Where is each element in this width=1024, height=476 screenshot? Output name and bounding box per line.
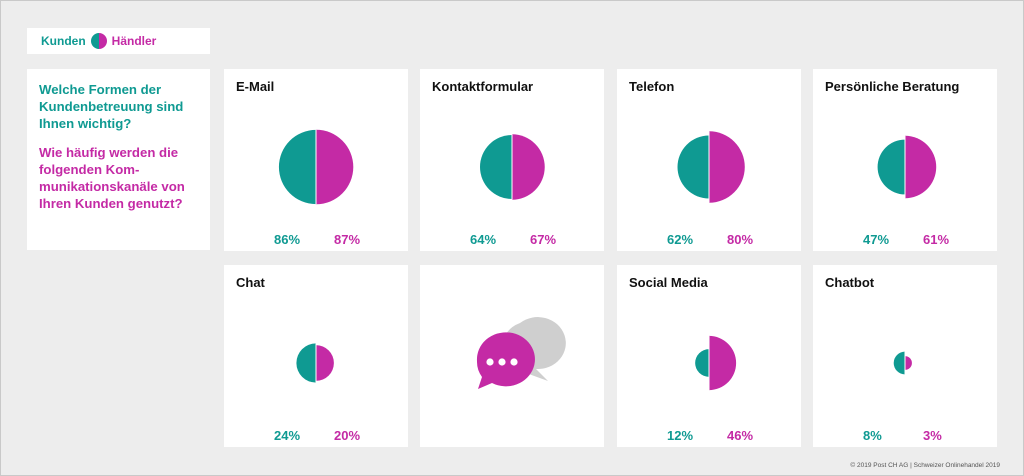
value-haendler: 61%: [923, 232, 950, 247]
half-disc-haendler: [709, 131, 745, 203]
pie-email: [278, 129, 354, 205]
value-kunden: 64%: [470, 232, 497, 247]
legend-haendler-label: Händler: [111, 34, 157, 48]
card-title: Kontaktformular: [432, 79, 534, 94]
question-haendler: Wie häufig werden die folgenden Kom-muni…: [39, 145, 185, 211]
half-disc-kunden: [296, 343, 316, 383]
legend-split-circle-icon: [90, 33, 107, 49]
half-disc-haendler: [316, 129, 354, 205]
pie-chat: [296, 343, 334, 383]
card-social-media: Social Media 12% 46%: [617, 265, 801, 447]
half-disc-haendler: [316, 345, 334, 381]
card-title: Persönliche Beratung: [825, 79, 960, 94]
card-title: Chatbot: [825, 275, 875, 290]
copyright-footer: © 2019 Post CH AG | Schweizer Onlinehand…: [850, 462, 1000, 469]
half-disc-kunden: [278, 129, 316, 205]
pie-chatbot: [893, 351, 912, 375]
value-kunden: 62%: [667, 232, 694, 247]
chat-bubbles-icon: [476, 317, 566, 389]
card-title: E-Mail: [236, 79, 275, 94]
card-email: E-Mail 86% 87%: [224, 69, 408, 251]
half-disc-kunden: [877, 139, 905, 195]
card-chatbot: Chatbot 8% 3%: [813, 265, 997, 447]
card-chat: Chat 24% 20%: [224, 265, 408, 447]
half-disc-kunden: [677, 135, 709, 199]
pie-persoenliche-beratung: [877, 135, 937, 199]
value-kunden: 12%: [667, 428, 694, 443]
half-disc-haendler: [512, 134, 545, 200]
card-title: Social Media: [629, 275, 708, 290]
half-disc-haendler: [905, 135, 937, 199]
card-kontaktformular: Kontaktformular 64% 67%: [420, 69, 604, 251]
value-kunden: 8%: [863, 428, 882, 443]
half-disc-haendler: [709, 335, 737, 391]
half-disc-kunden: [893, 351, 905, 375]
card-title: Telefon: [629, 79, 675, 94]
value-haendler: 67%: [530, 232, 557, 247]
question-kunden: Welche Formen der Kundenbetreuung sind I…: [39, 82, 184, 131]
pie-social-media: [695, 335, 737, 391]
value-haendler: 3%: [923, 428, 942, 443]
half-disc-kunden: [695, 349, 709, 377]
question-box: Welche Formen der Kundenbetreuung sind I…: [27, 69, 210, 250]
pie-kontaktformular: [480, 134, 545, 200]
pie-telefon: [677, 131, 745, 203]
legend: Kunden Händler: [27, 28, 210, 54]
card-persoenliche-beratung: Persönliche Beratung 47% 61%: [813, 69, 997, 251]
card-title: Chat: [236, 275, 265, 290]
value-haendler: 87%: [334, 232, 361, 247]
half-disc-haendler: [905, 356, 912, 370]
card-chat-illustration: [420, 265, 604, 447]
value-haendler: 46%: [727, 428, 754, 443]
value-haendler: 80%: [727, 232, 754, 247]
legend-kunden-label: Kunden: [41, 34, 86, 48]
card-telefon: Telefon 62% 80%: [617, 69, 801, 251]
value-kunden: 47%: [863, 232, 890, 247]
half-disc-kunden: [480, 135, 512, 199]
value-haendler: 20%: [334, 428, 361, 443]
value-kunden: 24%: [274, 428, 301, 443]
value-kunden: 86%: [274, 232, 301, 247]
